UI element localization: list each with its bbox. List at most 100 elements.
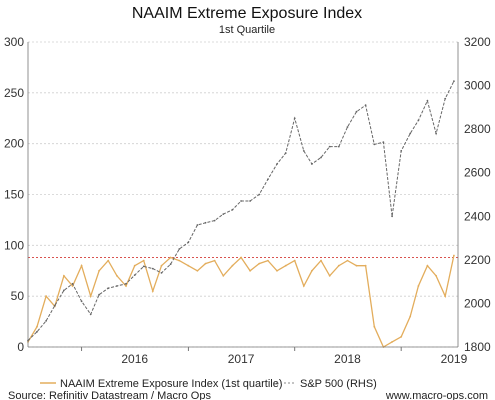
naaim-data-point bbox=[311, 269, 313, 272]
sp500-data-point bbox=[337, 145, 340, 148]
grid-lines bbox=[28, 41, 458, 348]
sp500-data-point bbox=[178, 248, 181, 250]
sp500-data-point bbox=[382, 141, 385, 144]
y-right-tick-label: 2800 bbox=[464, 122, 491, 136]
sp500-data-point bbox=[302, 150, 305, 152]
sp500-data-point bbox=[80, 300, 83, 303]
naaim-data-point bbox=[240, 256, 243, 259]
footer-website: www.macro-ops.com bbox=[385, 390, 488, 400]
sp500-data-point bbox=[426, 99, 429, 102]
x-tick-label: 2016 bbox=[121, 352, 148, 366]
naaim-data-point bbox=[169, 256, 172, 259]
sp500-data-point bbox=[311, 163, 313, 165]
naaim-data-point bbox=[45, 295, 47, 298]
y-left-tick-label: 300 bbox=[4, 35, 24, 49]
sp500-data-point bbox=[293, 117, 296, 120]
footer-source: Source: Refinitiv Datastream / Macro Ops bbox=[8, 390, 211, 400]
naaim-data-point bbox=[258, 262, 261, 265]
naaim-data-point bbox=[151, 290, 154, 292]
y-right-tick-label: 2600 bbox=[464, 166, 491, 180]
sp500-data-point bbox=[222, 213, 225, 216]
sp500-data-point bbox=[89, 313, 92, 316]
naaim-data-point bbox=[373, 325, 376, 328]
y-left-tick-label: 200 bbox=[4, 137, 24, 151]
naaim-data-point bbox=[391, 341, 393, 343]
naaim-data-point bbox=[267, 259, 269, 262]
sp500-data-point bbox=[231, 208, 234, 211]
naaim-data-point bbox=[444, 295, 447, 298]
naaim-data-point bbox=[284, 264, 287, 267]
y-right-tick-label: 1800 bbox=[464, 340, 491, 354]
naaim-data-point bbox=[89, 295, 92, 298]
naaim-data-point bbox=[231, 264, 234, 267]
naaim-data-point bbox=[346, 259, 349, 262]
naaim-data-point bbox=[80, 264, 83, 267]
y-right-tick-label: 2400 bbox=[464, 209, 491, 223]
sp500-data-point bbox=[71, 282, 74, 285]
sp500-data-point bbox=[151, 267, 154, 270]
sp500-data-point bbox=[187, 241, 190, 244]
y-right-tick-label: 3200 bbox=[464, 35, 491, 49]
naaim-data-point bbox=[364, 264, 367, 267]
naaim-data-point bbox=[400, 335, 403, 338]
naaim-data-point bbox=[409, 315, 412, 318]
x-tick-label: 2018 bbox=[334, 352, 361, 366]
y-right-tick-label: 2200 bbox=[464, 253, 491, 267]
naaim-data-point bbox=[133, 264, 136, 267]
y-left-tick-label: 0 bbox=[17, 340, 24, 354]
naaim-data-point bbox=[435, 274, 437, 277]
series-group bbox=[27, 80, 455, 348]
sp500-data-point bbox=[107, 287, 110, 290]
legend-label-naaim: NAAIM Extreme Exposure Index (1st quarti… bbox=[60, 378, 283, 390]
naaim-data-point bbox=[107, 259, 110, 262]
sp500-data-point bbox=[169, 263, 172, 266]
naaim-data-point bbox=[196, 269, 199, 272]
sp500-data-point bbox=[98, 293, 100, 296]
sp500-data-point bbox=[116, 285, 118, 287]
naaim-data-point bbox=[355, 264, 358, 267]
sp500-data-point bbox=[355, 110, 358, 113]
y-right-tick-label: 2000 bbox=[464, 296, 491, 310]
naaim-data-point bbox=[426, 264, 429, 267]
sp500-data-point bbox=[213, 219, 216, 222]
sp500-data-point bbox=[444, 97, 447, 100]
naaim-data-point bbox=[142, 259, 145, 262]
sp500-data-point bbox=[320, 156, 322, 159]
naaim-data-point bbox=[98, 269, 100, 272]
x-tick-label: 2019 bbox=[441, 352, 468, 366]
sp500-data-point bbox=[267, 178, 269, 181]
naaim-data-point bbox=[302, 285, 305, 287]
naaim-data-point bbox=[160, 264, 163, 267]
sp500-data-point bbox=[276, 163, 278, 165]
sp500-data-point bbox=[328, 145, 331, 148]
y-left-tick-label: 250 bbox=[4, 86, 24, 100]
naaim-data-point bbox=[249, 269, 252, 272]
naaim-data-point bbox=[320, 259, 322, 262]
chart-title: NAAIM Extreme Exposure Index bbox=[132, 5, 362, 22]
naaim-data-point bbox=[204, 262, 207, 265]
sp500-data-point bbox=[142, 265, 145, 268]
chart-subtitle: 1st Quartile bbox=[219, 24, 275, 36]
sp500-data-point bbox=[196, 224, 199, 226]
y-left-tick-label: 150 bbox=[4, 188, 24, 202]
naaim-series-line bbox=[27, 255, 455, 348]
sp500-data-point bbox=[391, 215, 393, 218]
legend: NAAIM Extreme Exposure Index (1st quarti… bbox=[40, 378, 377, 390]
sp500-data-point bbox=[258, 193, 261, 196]
naaim-data-point bbox=[222, 274, 225, 277]
sp500-data-point bbox=[373, 143, 376, 146]
naaim-data-point bbox=[293, 259, 296, 262]
sp500-series-line bbox=[27, 80, 455, 341]
sp500-data-point bbox=[160, 272, 163, 274]
naaim-data-point bbox=[328, 274, 331, 277]
naaim-data-point bbox=[276, 269, 278, 272]
naaim-data-point bbox=[36, 325, 38, 328]
naaim-data-point bbox=[337, 264, 340, 267]
sp500-data-point bbox=[240, 200, 243, 202]
naaim-data-point bbox=[63, 274, 65, 277]
sp500-data-point bbox=[45, 320, 47, 322]
sp500-data-point bbox=[417, 119, 420, 122]
y-right-tick-label: 3000 bbox=[464, 79, 491, 93]
sp500-data-point bbox=[435, 132, 437, 135]
